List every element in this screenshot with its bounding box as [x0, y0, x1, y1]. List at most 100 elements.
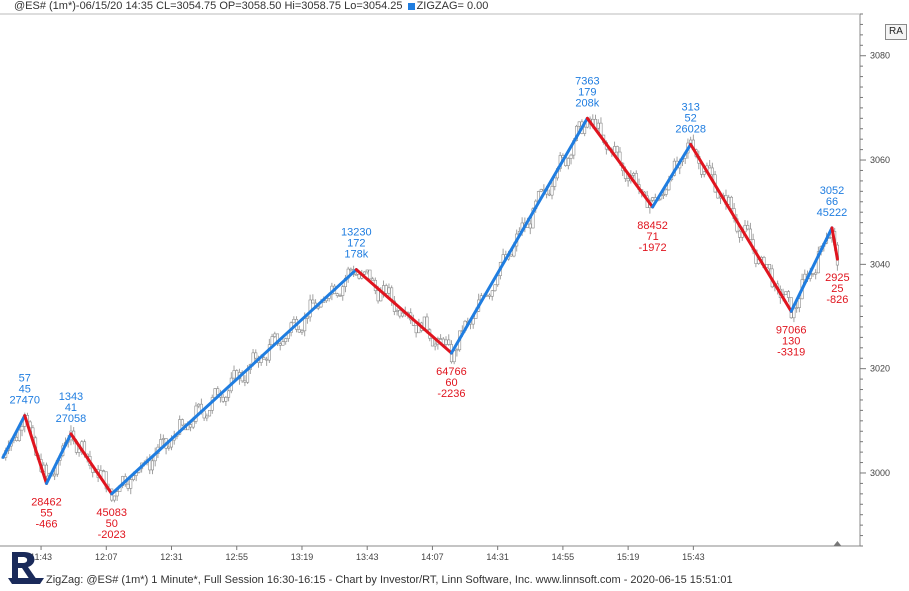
zigzag-segment — [449, 116, 589, 355]
candle-body — [583, 126, 587, 134]
candle-body — [651, 197, 655, 201]
candle-body — [161, 438, 165, 440]
candle-body — [189, 424, 193, 428]
zigzag-segment — [1, 414, 27, 459]
candle-body — [729, 196, 733, 209]
candle-body — [243, 380, 247, 383]
last-bar-marker-icon — [833, 541, 842, 546]
candle-body — [273, 333, 277, 337]
candle-body — [689, 139, 693, 144]
pivot-annotation-label: 97066 — [776, 324, 807, 336]
chart-footer: ZigZag: @ES# (1m*) 1 Minute*, Full Sessi… — [46, 574, 733, 586]
candle-body — [797, 298, 801, 308]
candle-body — [20, 426, 24, 431]
pivot-annotation-label: 28462 — [31, 496, 62, 508]
pivot-annotation-label: 25 — [831, 283, 843, 295]
candle-body — [577, 121, 581, 127]
zigzag-segment — [44, 432, 73, 485]
candle-body — [784, 291, 788, 295]
candle-body — [216, 388, 220, 395]
pivot-annotation-label: 27058 — [56, 413, 87, 425]
y-tick-label: 3060 — [870, 155, 890, 165]
x-tick-label: 11:43 — [30, 552, 52, 562]
candle-body — [550, 186, 554, 196]
chart-header: @ES# (1m*)-06/15/20 14:35 CL=3054.75 OP=… — [0, 0, 860, 14]
x-tick-label: 12:55 — [225, 552, 248, 562]
pivot-annotation-label: 208k — [575, 97, 599, 109]
x-tick-label: 12:07 — [95, 552, 118, 562]
zigzag-segment — [689, 142, 793, 313]
candle-body — [205, 415, 209, 419]
zigzag-segment — [585, 116, 655, 209]
candle-body — [493, 284, 497, 292]
candle-body — [632, 173, 636, 176]
pivot-annotation-label: -3319 — [777, 346, 805, 358]
pivot-annotation-label: -2023 — [98, 529, 126, 541]
candle-body — [371, 278, 375, 281]
candle-body — [803, 273, 807, 281]
pivot-annotation-label: 2925 — [825, 272, 849, 284]
candle-body — [305, 316, 309, 319]
pivot-annotation-label: -466 — [35, 518, 57, 530]
candle-body — [387, 287, 391, 294]
candle-body — [439, 338, 443, 340]
candle-body — [596, 122, 600, 129]
x-tick-label: 13:19 — [291, 552, 314, 562]
candle-body — [490, 290, 494, 297]
x-tick-label: 13:43 — [356, 552, 379, 562]
pivot-annotation-label: 45222 — [817, 207, 848, 219]
candle-body — [303, 318, 307, 332]
candle-body — [398, 310, 402, 317]
candle-body — [213, 388, 217, 398]
candle-body — [795, 307, 799, 309]
zigzag-segment — [789, 226, 834, 313]
candle-body — [159, 439, 163, 448]
pivot-annotation-label: 179 — [578, 86, 596, 98]
pivot-annotation-label: 3052 — [820, 185, 844, 197]
candle-body — [455, 349, 459, 352]
zigzag-segment — [69, 432, 114, 496]
candle-body — [197, 403, 201, 407]
candle-body — [254, 352, 258, 359]
candle-body — [811, 273, 815, 275]
pivot-annotation-label: 60 — [445, 377, 457, 389]
candle-body — [509, 253, 513, 257]
candle-body — [553, 177, 557, 187]
candle-body — [384, 285, 388, 294]
pivot-annotation-label: 27470 — [9, 395, 40, 407]
ra-button[interactable]: RA — [885, 24, 907, 40]
candle-body — [292, 319, 296, 324]
x-tick-label: 12:31 — [160, 552, 183, 562]
candle-body — [115, 491, 119, 497]
legend-swatch-icon — [407, 2, 415, 10]
candle-body — [748, 228, 752, 240]
pivot-annotation-label: 41 — [65, 402, 77, 414]
y-tick-label: 3020 — [870, 364, 890, 374]
candle-body — [270, 336, 274, 345]
candle-body — [191, 421, 195, 428]
candle-body — [539, 189, 543, 192]
candle-body — [615, 146, 619, 153]
indicator-label: ZIGZAG= 0.00 — [416, 0, 489, 12]
x-tick-label: 14:55 — [552, 552, 575, 562]
candle-body — [180, 419, 184, 426]
zigzag-segment — [651, 142, 693, 209]
pivot-annotation-label: 66 — [826, 196, 838, 208]
pivot-annotation-label: 52 — [685, 112, 697, 124]
candle-body — [316, 306, 320, 309]
y-tick-label: 3040 — [870, 259, 890, 269]
candle-body — [401, 312, 405, 317]
x-tick-label: 14:31 — [486, 552, 509, 562]
candle-body — [262, 357, 266, 360]
pivot-annotation-label: 1343 — [59, 391, 83, 403]
pivot-annotation-label: 50 — [106, 518, 118, 530]
candle-body — [702, 171, 706, 175]
candle-body — [727, 196, 731, 205]
candle-body — [425, 316, 429, 331]
pivot-annotation-label: 313 — [681, 101, 699, 113]
linn-logo-icon — [6, 548, 46, 586]
candle-body — [767, 264, 771, 270]
zigzag-segment — [23, 414, 48, 485]
pivot-annotation-label: -2236 — [437, 388, 465, 400]
candle-body — [488, 294, 492, 297]
